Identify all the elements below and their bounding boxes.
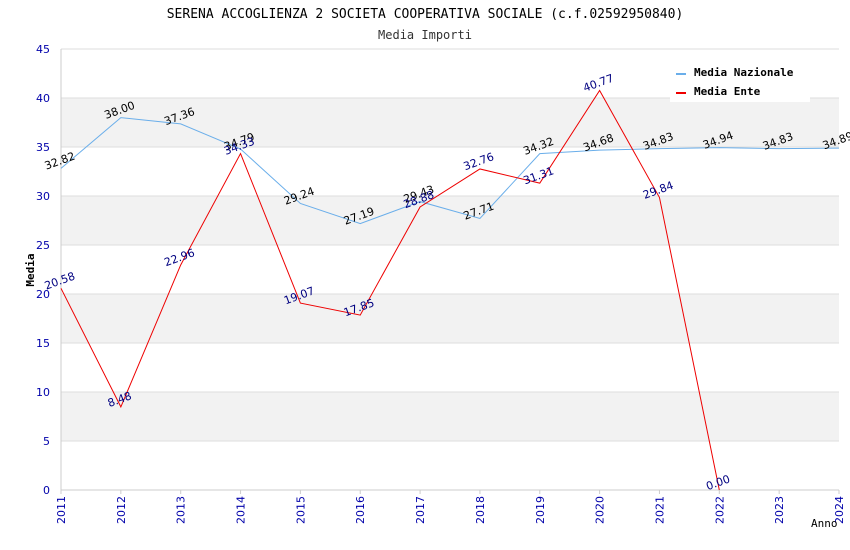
x-tick-label: 2012 — [115, 496, 128, 524]
y-tick-label: 45 — [36, 43, 50, 56]
legend-box — [670, 60, 810, 102]
x-tick-label: 2013 — [175, 496, 188, 524]
chart-subtitle: Media Importi — [378, 28, 472, 42]
series-line — [60, 117, 840, 225]
y-tick-label: 20 — [36, 288, 50, 301]
y-tick-label: 40 — [36, 92, 50, 105]
x-tick-label: 2019 — [534, 496, 547, 524]
legend-label: Media Nazionale — [694, 66, 794, 79]
y-tick-labels: 0 5 10 15 20 25 30 35 40 45 — [36, 43, 50, 497]
grid-band — [61, 294, 839, 343]
x-tick-label: 2024 — [833, 496, 846, 524]
grid-band — [61, 392, 839, 441]
series-lines — [60, 89, 840, 491]
legend-label: Media Ente — [694, 85, 761, 98]
legend: Media Nazionale Media Ente — [670, 60, 810, 102]
x-tick-label: 2016 — [354, 496, 367, 524]
grid-band — [61, 196, 839, 245]
x-axis-label: Anno — [811, 517, 838, 530]
x-tick-label: 2020 — [594, 496, 607, 524]
y-tick-label: 0 — [43, 484, 50, 497]
chart-title: SERENA ACCOGLIENZA 2 SOCIETA COOPERATIVA… — [167, 7, 684, 22]
x-tick-label: 2023 — [773, 496, 786, 524]
x-tick-labels: 2011 2012 2013 2014 2015 2016 2017 2018 2019 2020… — [55, 496, 846, 524]
y-axis-label: Media — [24, 253, 37, 286]
y-tick-label: 35 — [36, 141, 50, 154]
series-line — [60, 89, 720, 491]
x-tick-label: 2015 — [294, 496, 307, 524]
x-tick-label: 2022 — [713, 496, 726, 524]
gridlines — [61, 48, 839, 491]
y-tick-label: 10 — [36, 386, 50, 399]
grid-band — [61, 98, 839, 147]
y-tick-label: 5 — [43, 435, 50, 448]
x-tick-label: 2017 — [414, 496, 427, 524]
x-tick-label: 2014 — [235, 496, 248, 524]
x-tick-label: 2011 — [55, 496, 68, 524]
plot-background — [61, 49, 839, 490]
y-tick-label: 25 — [36, 239, 50, 252]
x-tick-label: 2018 — [474, 496, 487, 524]
y-tick-label: 30 — [36, 190, 50, 203]
x-tick-label: 2021 — [653, 496, 666, 524]
axes — [60, 49, 840, 494]
y-tick-label: 15 — [36, 337, 50, 350]
